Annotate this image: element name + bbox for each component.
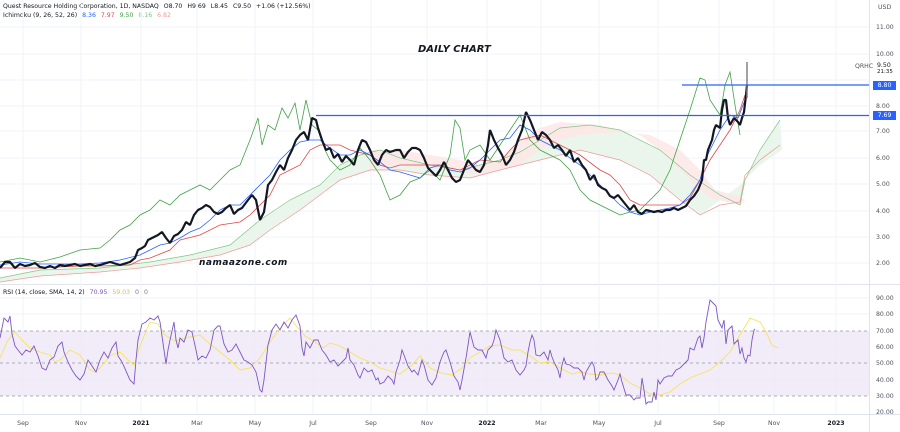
time-tick-jul: Jul [309,420,317,427]
ichimoku-conversion-line [0,99,746,266]
ichimoku-lagging-line [0,70,741,263]
price-tick: 7.00 [876,128,890,135]
price-tick: 6.00 [876,155,890,162]
rsi-tick: 80.00 [876,311,894,318]
symbol-tag: QRHC [855,63,874,70]
watermark-text: namaazone.com [199,258,288,268]
rsi-extra-value: 0 [135,289,139,296]
ohlc-open: O8.70 [163,3,183,10]
time-tick-2021: 2021 [132,420,150,427]
rsi-legend[interactable]: RSI (14, close, SMA, 14, 2) 70.95 59.03 … [3,289,151,296]
ichimoku-lagging-value: 9.50 [119,12,134,19]
time-tick-sep: Sep [365,420,377,427]
rsi-band-lines [0,330,869,397]
price-candles [0,84,749,270]
ichimoku-base-line [0,94,746,269]
price-tick: 4.00 [876,208,890,215]
time-tick-nov: Nov [420,420,434,427]
time-tick-jul: Jul [654,420,662,427]
ichimoku-lead-a-value: 8.16 [138,12,153,19]
price-tick: 2.00 [876,260,890,267]
rsi-line [0,299,756,405]
time-tick-sep: Sep [713,420,725,427]
level-tag-7-69[interactable]: 7.69 [873,111,896,120]
price-tick: 11.00 [876,24,894,31]
rsi-tick: 40.00 [876,377,894,384]
time-tick-may: May [592,420,606,427]
time-tick-2023: 2023 [827,420,845,427]
ichimoku-base-value: 7.97 [100,12,115,19]
ichimoku-label: Ichimoku (9, 26, 52, 26) [3,12,78,19]
daily-chart-annotation[interactable]: DAILY CHART [418,44,491,55]
rsi-label: RSI (14, close, SMA, 14, 2) [3,289,85,296]
ichimoku-cloud [0,119,782,283]
time-tick-may: May [248,420,262,427]
time-tick-2022: 2022 [478,420,496,427]
ichimoku-lead-b-value: 6.82 [157,12,171,19]
rsi-ma-value: 59.03 [112,289,131,296]
rsi-ma-line [0,317,779,396]
rsi-tick: 60.00 [876,344,894,351]
ohlc-low: L8.45 [210,3,228,10]
ohlc-change: +1.06 (+12.56%) [256,3,311,10]
time-tick-sep: Sep [17,420,29,427]
price-tick: 10.00 [876,51,894,58]
rsi-extra-value: 0 [143,289,148,296]
bar-countdown: 21:35 [877,69,893,75]
time-tick-mar: Mar [191,420,203,427]
currency-label: USD [878,4,892,11]
rsi-tick: 70.00 [876,328,894,335]
rsi-value: 70.95 [89,289,108,296]
rsi-tick: 50.00 [876,360,894,367]
rsi-band-background [0,331,869,396]
time-tick-mar: Mar [535,420,547,427]
last-price-label: 9.50 [877,62,891,69]
ichimoku-conversion-value: 8.36 [82,12,96,19]
rsi-tick: 20.00 [876,409,894,416]
ichimoku-legend[interactable]: Ichimoku (9, 26, 52, 26) 8.36 7.97 9.50 … [3,12,174,19]
time-tick-nov: Nov [74,420,88,427]
rsi-tick: 90.00 [876,295,894,302]
rsi-tick: 30.00 [876,393,894,400]
price-grid [0,26,869,264]
price-tick: 5.00 [876,181,890,188]
level-tag-8-80[interactable]: 8.80 [873,81,896,90]
price-tick: 3.00 [876,234,890,241]
ohlc-close: C9.50 [232,3,252,10]
time-tick-nov: Nov [767,420,781,427]
price-tick: 8.00 [876,103,890,110]
